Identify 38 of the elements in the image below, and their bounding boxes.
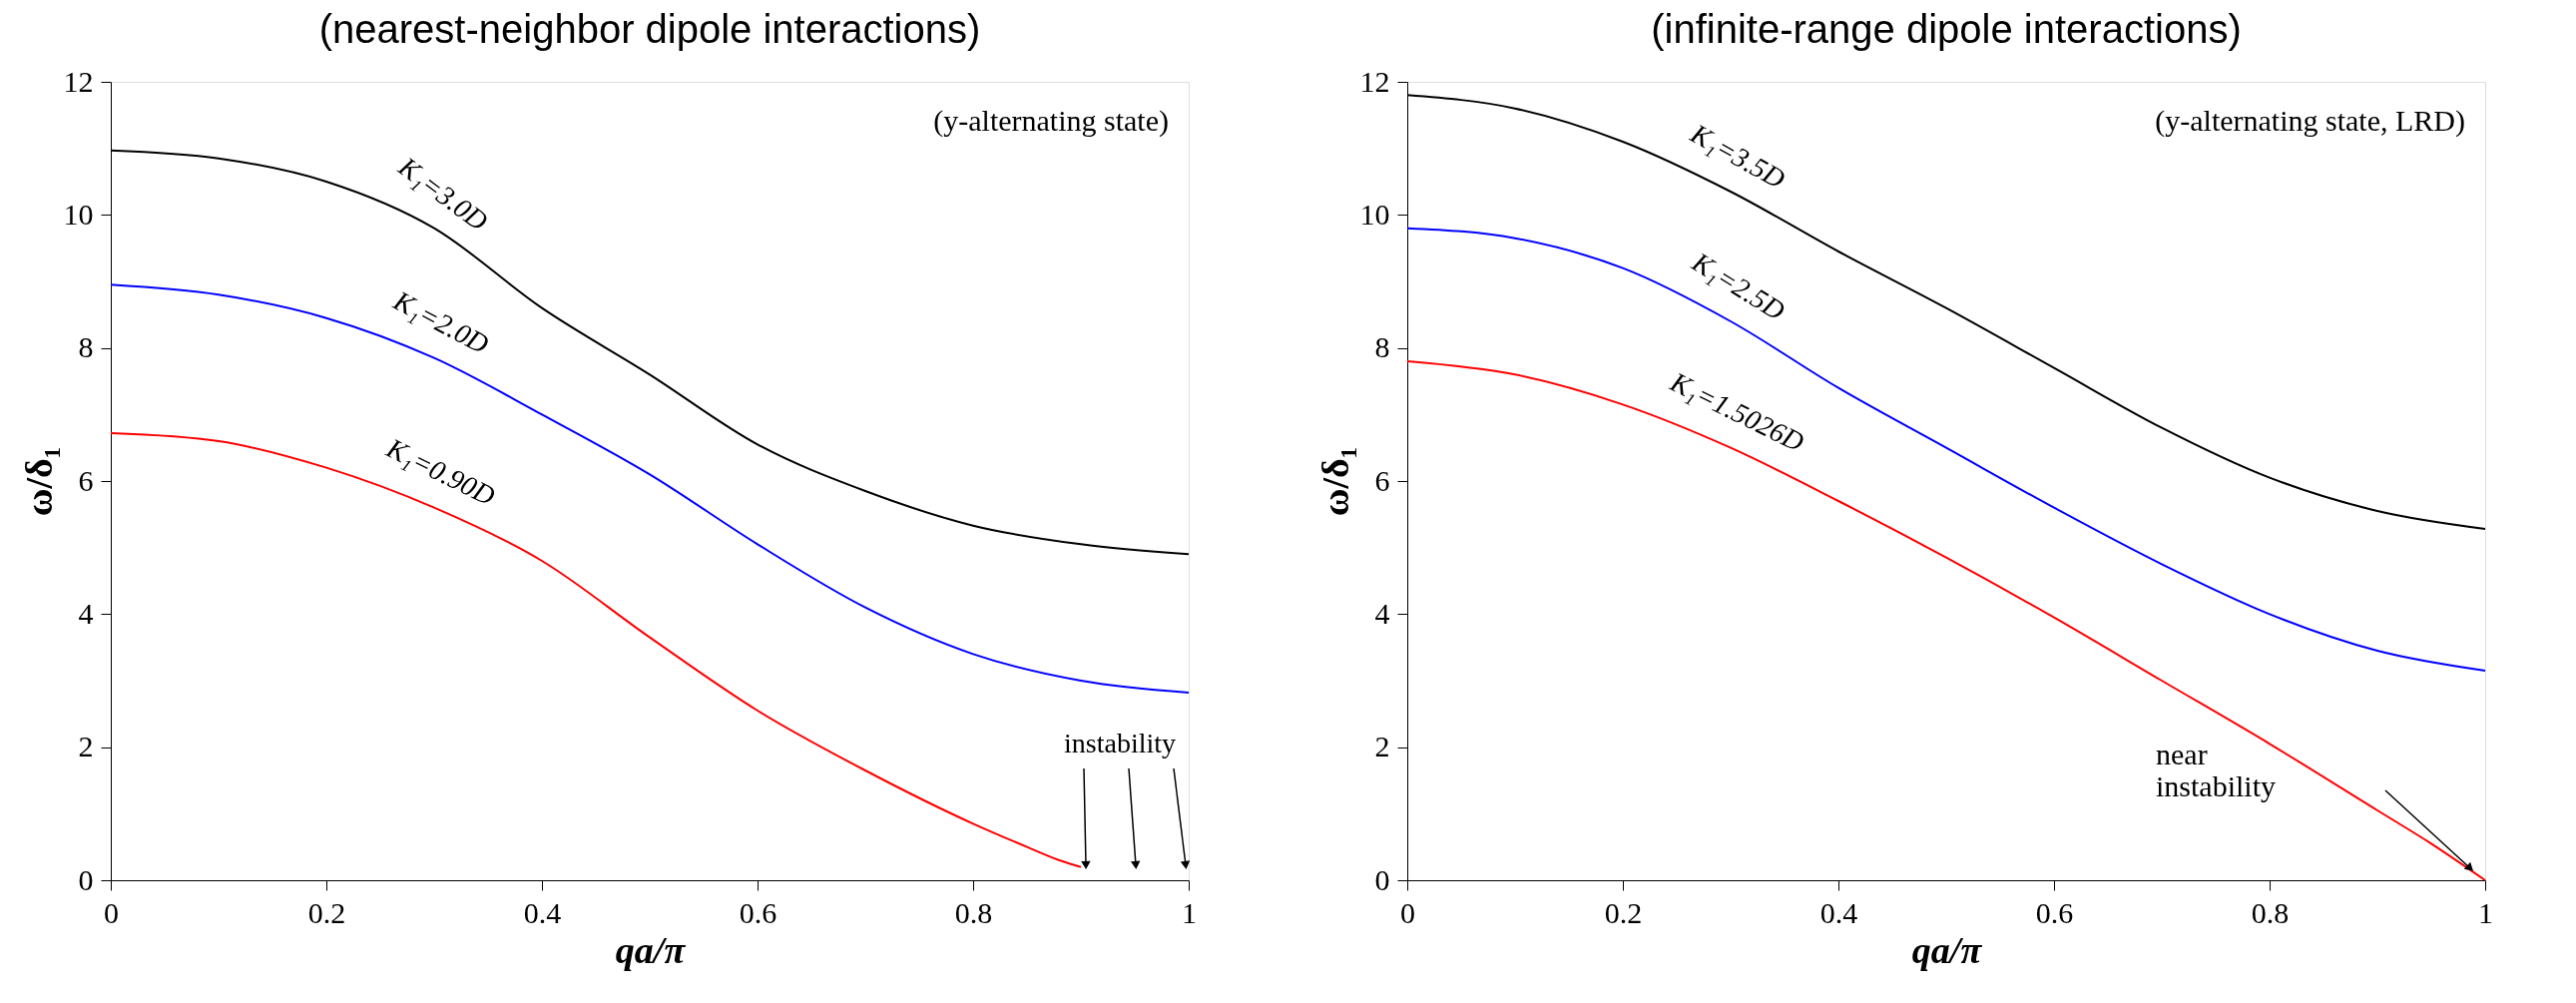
y-tick-label: 2 (78, 730, 94, 763)
x-tick-label: 0.4 (523, 895, 562, 929)
y-tick-label: 4 (78, 596, 94, 630)
annotation: instability (1064, 728, 1176, 758)
y-tick-label: 6 (78, 463, 94, 497)
x-axis-title: qa/π (615, 928, 687, 971)
y-tick-label: 6 (1374, 463, 1390, 497)
y-axis-title: ω/δ₁ (1313, 446, 1356, 517)
x-tick-label: 0.8 (954, 895, 993, 929)
x-tick-label: 0.2 (307, 895, 346, 929)
y-axis-title: ω/δ₁ (17, 446, 60, 517)
annotation: near instability (2156, 738, 2276, 802)
annotation: (y-alternating state, LRD) (2155, 104, 2465, 138)
x-tick-label: 0.8 (2251, 895, 2290, 929)
x-axis-title: qa/π (1911, 928, 1983, 971)
y-tick-label: 8 (1374, 330, 1390, 364)
annotation: (y-alternating state) (933, 104, 1169, 138)
x-tick-label: 0.6 (739, 895, 777, 929)
y-tick-label: 10 (1359, 197, 1390, 231)
x-tick-label: 0 (1400, 895, 1415, 929)
x-tick-label: 0 (104, 895, 119, 929)
line-series (110, 283, 1190, 694)
y-tick-label: 12 (63, 64, 94, 98)
x-tick-label: 1 (1182, 895, 1197, 929)
chart-title: (nearest-neighbor dipole interactions) (318, 7, 981, 51)
chart-title: (infinite-range dipole interactions) (1651, 7, 2242, 51)
y-tick-label: 4 (1374, 596, 1390, 630)
x-tick-label: 0.4 (1819, 895, 1858, 929)
line-series (1406, 227, 2486, 672)
y-tick-label: 2 (1374, 730, 1390, 763)
y-tick-label: 8 (78, 330, 94, 364)
y-tick-label: 12 (1359, 64, 1390, 98)
x-tick-label: 0.6 (2035, 895, 2074, 929)
x-tick-label: 1 (2478, 895, 2493, 929)
y-tick-label: 10 (63, 197, 94, 231)
y-tick-label: 0 (78, 862, 94, 896)
y-tick-label: 0 (1374, 862, 1390, 896)
x-tick-label: 0.2 (1604, 895, 1643, 929)
